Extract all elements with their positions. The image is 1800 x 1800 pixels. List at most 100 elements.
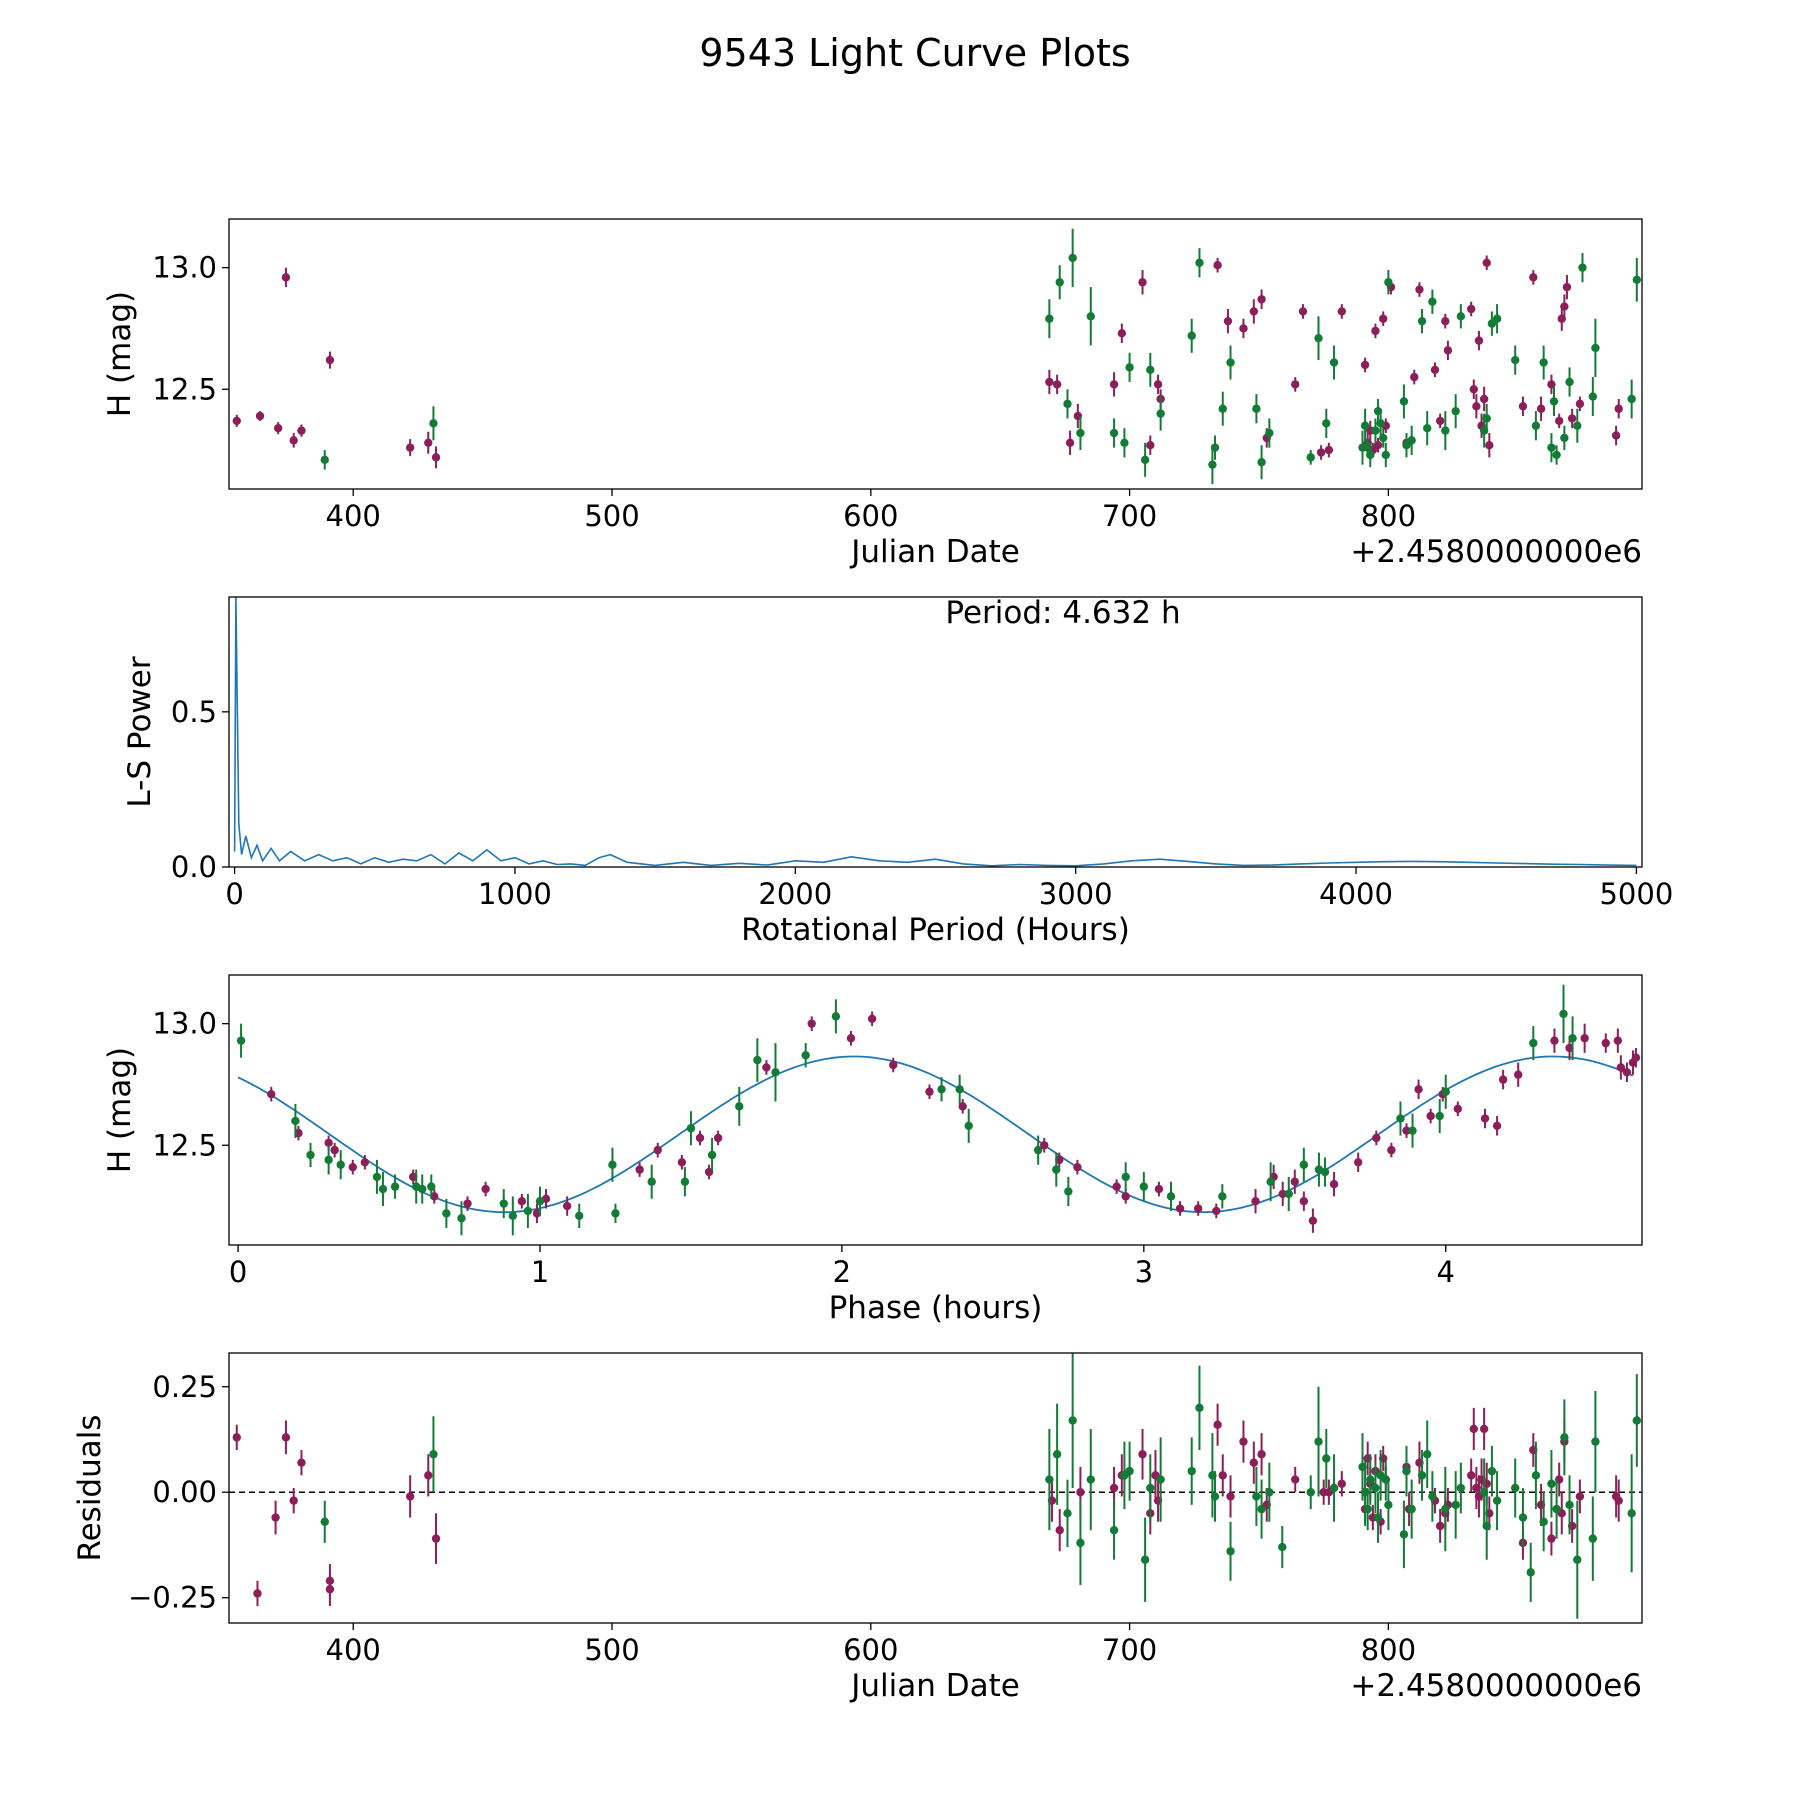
datapoint-maroon: [1308, 1216, 1318, 1225]
datapoint-maroon: [1109, 1483, 1119, 1493]
datapoint-maroon: [1299, 1197, 1309, 1206]
datapoint-green: [1052, 1165, 1061, 1174]
datapoint-green: [336, 1160, 345, 1169]
datapoint-green: [390, 1182, 400, 1191]
datapoint-green: [1384, 1500, 1393, 1510]
datapoint-green: [1314, 1437, 1323, 1446]
datapoint-green: [1407, 436, 1416, 445]
datapoint-maroon: [1616, 1063, 1626, 1072]
datapoint-maroon: [1402, 1126, 1411, 1135]
datapoint-maroon: [1550, 1036, 1559, 1045]
datapoint-green: [1407, 1504, 1416, 1514]
datapoint-green: [499, 1199, 508, 1208]
datapoint-maroon: [1466, 1471, 1476, 1480]
datapoint-green: [1265, 428, 1274, 438]
datapoint-maroon: [1562, 282, 1572, 292]
datapoint-maroon: [1614, 1496, 1623, 1505]
datapoint-maroon: [424, 438, 433, 447]
datapoint-green: [1531, 421, 1541, 430]
datapoint-maroon: [1567, 414, 1577, 423]
datapoint-green: [1266, 1177, 1275, 1186]
datapoint-maroon: [1226, 1492, 1235, 1501]
datapoint-green: [427, 1182, 436, 1191]
datapoint-maroon: [273, 423, 283, 433]
datapoint-green: [1109, 1525, 1119, 1535]
datapoint-green: [1560, 433, 1569, 443]
fit-curve: [237, 1055, 1634, 1214]
datapoint-maroon: [1613, 1036, 1623, 1045]
datapoint-green: [1588, 1534, 1598, 1543]
y-tick-label: 12.5: [152, 1128, 217, 1162]
datapoint-maroon: [297, 426, 306, 435]
datapoint-green: [1529, 1038, 1538, 1048]
datapoint-maroon: [1622, 1068, 1632, 1077]
datapoint-green: [1045, 1475, 1054, 1484]
y-axis-label: Residuals: [72, 1414, 108, 1561]
x-tick-label: 800: [1361, 499, 1416, 533]
datapoint-green: [1226, 358, 1235, 367]
datapoint-green: [1371, 1483, 1380, 1493]
datapoint-green: [1492, 1496, 1502, 1505]
datapoint-green: [1559, 1009, 1568, 1019]
datapoint-maroon: [1291, 380, 1300, 389]
datapoint-green: [1552, 1504, 1561, 1514]
datapoint-green: [291, 1116, 300, 1126]
x-tick-label: 600: [843, 499, 898, 533]
datapoint-maroon: [348, 1162, 357, 1172]
datapoint-green: [1643, 424, 1651, 432]
datapoint-green: [1064, 1187, 1073, 1196]
datapoint-green: [1379, 433, 1388, 443]
datapoint-green: [1510, 355, 1520, 365]
datapoint-green: [306, 1150, 315, 1160]
y-tick-label: 0.5: [171, 695, 217, 729]
datapoint-green: [1156, 409, 1165, 418]
periodogram-axes: 0 1000 2000 3000 4000 5000 0.0 0.5 Rotational Pe…: [122, 595, 1673, 948]
datapoint-maroon: [1052, 380, 1062, 389]
datapoint-green: [1591, 343, 1600, 353]
datapoint-green: [1187, 1466, 1196, 1476]
datapoint-maroon: [1213, 1420, 1222, 1429]
datapoint-green: [611, 1209, 620, 1218]
datapoint-maroon: [1415, 285, 1424, 294]
datapoint-maroon: [1193, 1204, 1203, 1213]
datapoint-maroon: [1218, 1471, 1227, 1480]
datapoint-green: [1456, 312, 1466, 321]
datapoint-green: [1423, 423, 1432, 433]
datapoint-maroon: [1575, 399, 1585, 409]
datapoint-maroon: [1479, 394, 1489, 404]
x-tick-label: 2000: [758, 877, 832, 911]
phased-frame: [228, 974, 1643, 1246]
datapoint-maroon: [1109, 380, 1119, 389]
datapoint-maroon: [1580, 1034, 1589, 1043]
datapoint-maroon: [324, 1138, 333, 1148]
datapoint-maroon: [1485, 441, 1494, 450]
datapoint-maroon: [1257, 295, 1266, 304]
datapoint-maroon: [1249, 307, 1259, 316]
datapoint-maroon: [958, 1102, 967, 1111]
datapoint-maroon: [1469, 1424, 1478, 1434]
datapoint-maroon: [1614, 404, 1623, 413]
datapoint-green: [1076, 428, 1085, 438]
datapoint-green: [1531, 1471, 1541, 1480]
datapoint-green: [1052, 1450, 1062, 1459]
datapoint-maroon: [1472, 402, 1481, 411]
residuals-axes: 400 500 600 700 800 −0.25 0.00 0.25 Julian Date R…: [72, 1352, 1643, 1704]
datapoint-maroon: [325, 1585, 335, 1594]
datapoint-maroon: [1337, 1479, 1347, 1488]
x-tick-label: 1000: [478, 877, 552, 911]
datapoint-green: [535, 1197, 545, 1206]
datapoint-maroon: [271, 1513, 280, 1522]
x-tick-label: 500: [584, 1633, 639, 1667]
datapoint-maroon: [1514, 1070, 1523, 1079]
datapoint-green: [320, 1517, 329, 1526]
datapoint-green: [575, 1211, 584, 1221]
datapoint-green: [378, 1184, 388, 1194]
x-offset-label: +2.4580000000e6: [1350, 1668, 1642, 1704]
datapoint-green: [1033, 1145, 1043, 1155]
datapoint-maroon: [1492, 1121, 1502, 1131]
datapoint-green: [418, 1184, 427, 1194]
datapoint-green: [1371, 426, 1380, 435]
datapoint-maroon: [1387, 1145, 1396, 1155]
y-axis-label: H (mag): [102, 291, 138, 417]
datapoint-green: [1068, 253, 1077, 263]
